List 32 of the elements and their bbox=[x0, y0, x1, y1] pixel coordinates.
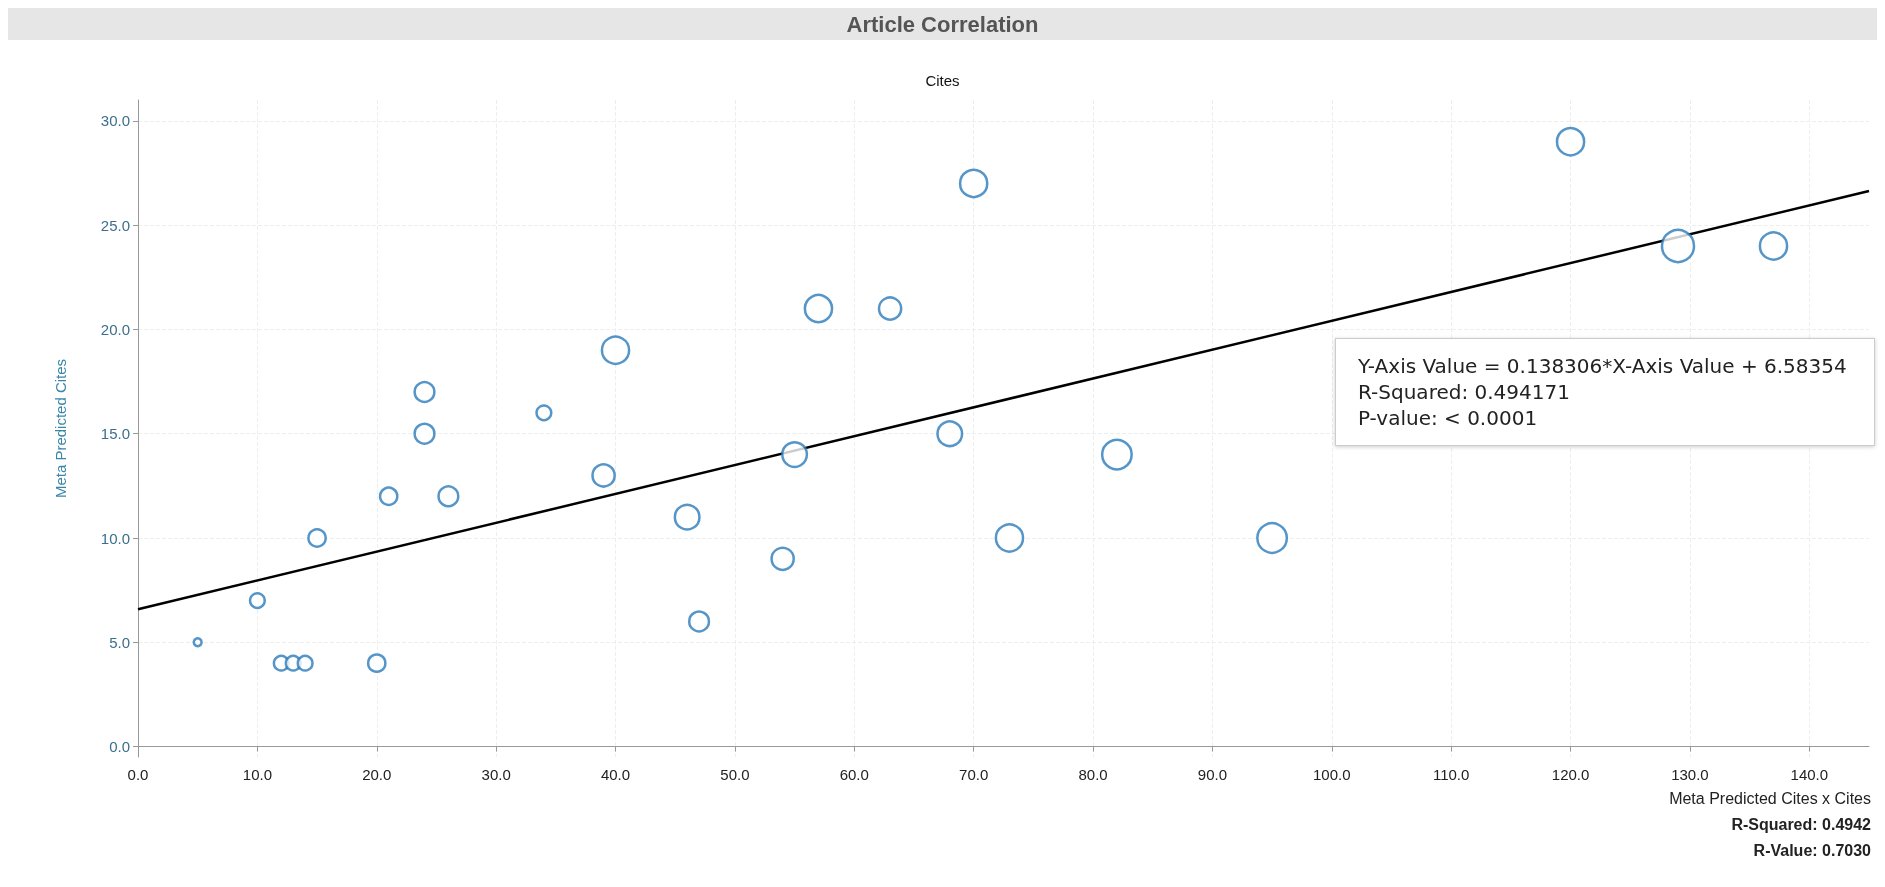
x-tick-label: 10.0 bbox=[242, 766, 272, 783]
x-tick-label: 100.0 bbox=[1313, 766, 1351, 783]
x-tick-label: 50.0 bbox=[720, 766, 750, 783]
x-tick-label: 90.0 bbox=[1197, 766, 1228, 783]
y-tick-label: 15.0 bbox=[100, 425, 130, 443]
x-tick-label: 140.0 bbox=[1790, 766, 1829, 783]
note-box: Y-Axis Value = 0.138306*X-Axis Value + 6.58354 R-Squared: 0.494171 P-value: < 0.0001 bbox=[1335, 338, 1875, 446]
x-tick-label: 120.0 bbox=[1551, 766, 1590, 783]
x-tick-label: 130.0 bbox=[1671, 766, 1709, 783]
annotation: Y-Axis Value = 0.138306*X-Axis Value + 6.58354 bbox=[1358, 353, 1848, 379]
text: R-Squared: 0.4942 bbox=[1731, 815, 1872, 833]
x-tick-label: 0.0 bbox=[127, 766, 149, 783]
x-tick-label: 30.0 bbox=[481, 766, 511, 783]
chart-title: Article Correlation bbox=[846, 11, 1039, 37]
text: Meta Predicted Cites x Cites bbox=[1669, 789, 1871, 807]
text: R-Value: 0.7030 bbox=[1753, 841, 1872, 859]
x-tick-label: 40.0 bbox=[600, 766, 631, 783]
x-tick-label: 60.0 bbox=[839, 766, 869, 783]
y-tick-label: 0.0 bbox=[109, 738, 130, 756]
y-tick-label: 10.0 bbox=[100, 529, 130, 547]
x-tick-label: 70.0 bbox=[959, 766, 989, 783]
y-tick-label: 30.0 bbox=[100, 112, 130, 130]
x-tick-label: 80.0 bbox=[1078, 766, 1108, 783]
y-tick-label: 25.0 bbox=[100, 216, 130, 234]
annotation: R-Squared: 0.494171 bbox=[1358, 379, 1571, 405]
y-tick-label: 5.0 bbox=[109, 633, 130, 651]
x-tick-label: 110.0 bbox=[1432, 766, 1470, 783]
annotation: P-value: < 0.0001 bbox=[1358, 405, 1539, 431]
y-tick-label: 20.0 bbox=[100, 320, 130, 338]
y-axis-title: Meta Predicted Cites bbox=[52, 358, 69, 499]
chart-subtitle: Cites bbox=[925, 72, 960, 89]
x-tick-label: 20.0 bbox=[362, 766, 392, 783]
